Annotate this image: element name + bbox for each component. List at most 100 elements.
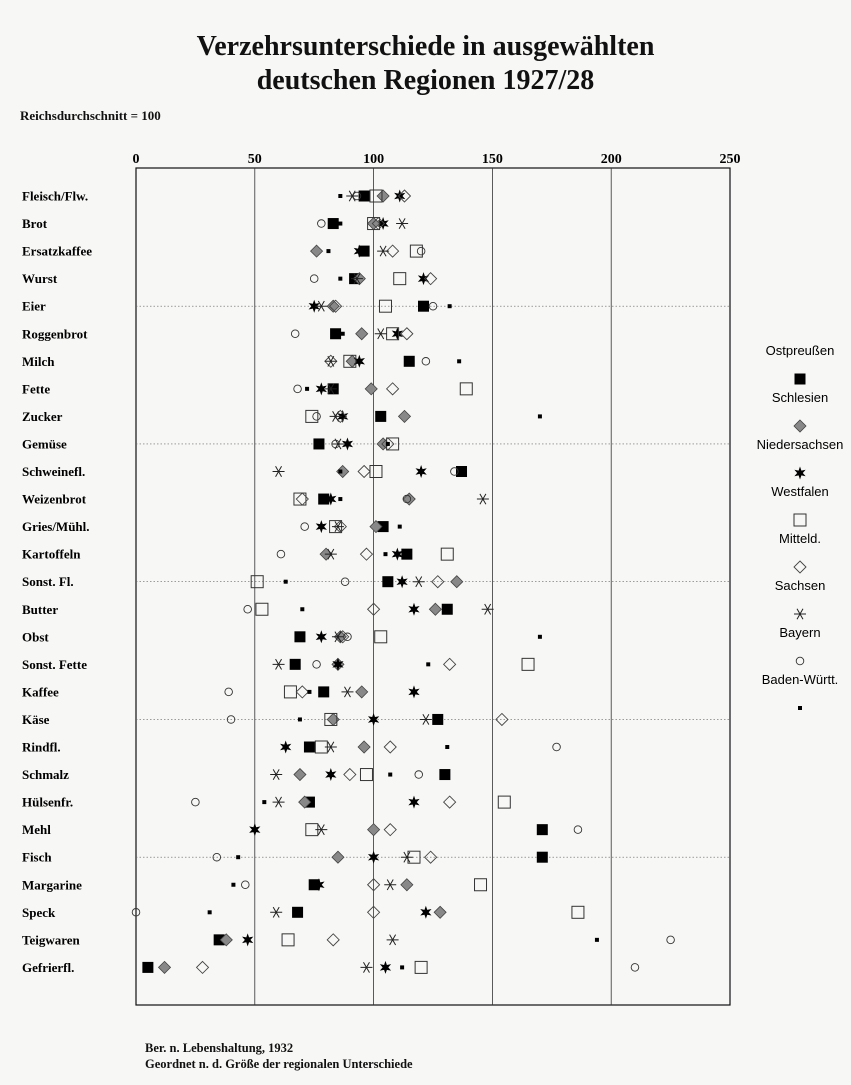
point-gray-diamond (364, 382, 378, 396)
point-gray-diamond (369, 520, 383, 534)
point-open-circle (312, 412, 321, 421)
point-star (391, 327, 403, 341)
point-asterisk (476, 493, 489, 505)
title-line-2: deutschen Regionen 1927/28 (256, 65, 595, 96)
point-open-square (521, 657, 535, 671)
point-asterisk (324, 741, 337, 753)
point-open-circle (312, 660, 321, 669)
category-label: Margarine (22, 877, 82, 892)
point-small-square (262, 800, 267, 805)
point-open-square (324, 712, 338, 726)
category-label: Butter (22, 602, 58, 617)
x-tick-label: 250 (720, 152, 741, 167)
point-filled-square (401, 548, 413, 560)
point-open-diamond (366, 905, 381, 919)
point-open-diamond (423, 272, 438, 286)
point-filled-square (432, 713, 444, 725)
point-filled-square (294, 631, 306, 643)
point-open-square (474, 878, 488, 892)
point-gray-diamond (345, 354, 359, 368)
point-filled-square (439, 769, 451, 781)
point-open-circle (191, 797, 200, 807)
point-small-square (426, 662, 431, 667)
point-open-square (369, 465, 383, 478)
legend-label: Bayern (779, 625, 820, 640)
point-small-square (594, 937, 599, 942)
category-label: Käse (22, 712, 50, 727)
point-gray-diamond (310, 244, 324, 258)
point-gray-diamond (357, 740, 371, 754)
point-open-square (367, 217, 381, 231)
point-open-diamond (366, 878, 381, 892)
point-filled-square (382, 576, 394, 588)
point-open-circle (573, 825, 583, 834)
point-open-diamond (431, 575, 445, 589)
x-tick-label: 150 (482, 152, 503, 167)
point-open-circle (243, 605, 252, 614)
point-open-diamond (397, 189, 412, 203)
x-tick-label: 50 (248, 152, 262, 167)
point-star (391, 547, 403, 561)
point-open-square (250, 575, 264, 589)
point-asterisk (324, 548, 337, 560)
category-label: Rindfl. (22, 740, 61, 755)
point-open-circle (428, 301, 438, 311)
point-asterisk (272, 466, 285, 477)
category-label: Roggenbrot (22, 326, 88, 341)
point-filled-square (330, 328, 342, 340)
plot-frame (135, 167, 731, 1006)
category-label: Ersatzkaffee (22, 244, 92, 259)
point-open-square (255, 602, 269, 616)
legend-marker-asterisk (794, 608, 806, 620)
point-star (315, 382, 327, 396)
point-small-square (326, 249, 331, 254)
point-open-circle (340, 577, 350, 586)
point-open-circle (421, 357, 431, 366)
point-open-diamond (383, 740, 397, 754)
category-label: Sonst. Fette (22, 657, 87, 672)
category-label: Obst (22, 629, 49, 644)
source-line-1: Ber. n. Lebenshaltung, 1932 (145, 1041, 294, 1055)
legend-label: Ostpreußen (766, 343, 835, 358)
category-label: Wurst (22, 271, 58, 286)
point-open-circle (300, 522, 309, 531)
point-gray-diamond (331, 850, 345, 864)
point-gray-diamond (293, 767, 307, 782)
point-gray-diamond (402, 492, 416, 506)
point-star (242, 933, 254, 947)
point-filled-square (536, 851, 548, 863)
x-tick-label: 0 (133, 152, 140, 167)
index-note: Reichsdurchschnitt = 100 (20, 108, 161, 123)
category-label: Fisch (22, 850, 52, 865)
point-open-diamond (195, 960, 210, 975)
chart-title: Verzehrsunterschiede in ausgewählten deu… (0, 30, 851, 98)
point-open-circle (630, 963, 640, 972)
category-label: Gries/Mühl. (22, 519, 90, 534)
point-small-square (338, 221, 343, 226)
point-small-square (236, 855, 241, 860)
point-open-square (378, 299, 392, 313)
point-filled-square (375, 410, 387, 422)
point-filled-square (358, 190, 370, 202)
point-star (417, 272, 430, 286)
point-asterisk (272, 658, 285, 670)
point-filled-square (308, 879, 320, 891)
point-open-diamond (400, 327, 414, 341)
point-open-square (293, 492, 307, 506)
legend-marker-filled-square (794, 373, 806, 385)
category-label: Speck (22, 905, 56, 920)
point-open-diamond (381, 437, 395, 451)
point-filled-square (313, 438, 325, 450)
point-star (408, 795, 420, 809)
point-star (337, 409, 349, 423)
point-gray-diamond (367, 823, 381, 837)
point-filled-square (318, 493, 330, 505)
point-open-square (393, 272, 407, 286)
point-asterisk (400, 851, 413, 863)
legend-label: Mitteld. (779, 531, 821, 546)
point-open-square (281, 933, 295, 947)
point-small-square (388, 772, 393, 777)
legend-marker-open-circle (795, 656, 805, 666)
point-small-square (338, 276, 343, 281)
